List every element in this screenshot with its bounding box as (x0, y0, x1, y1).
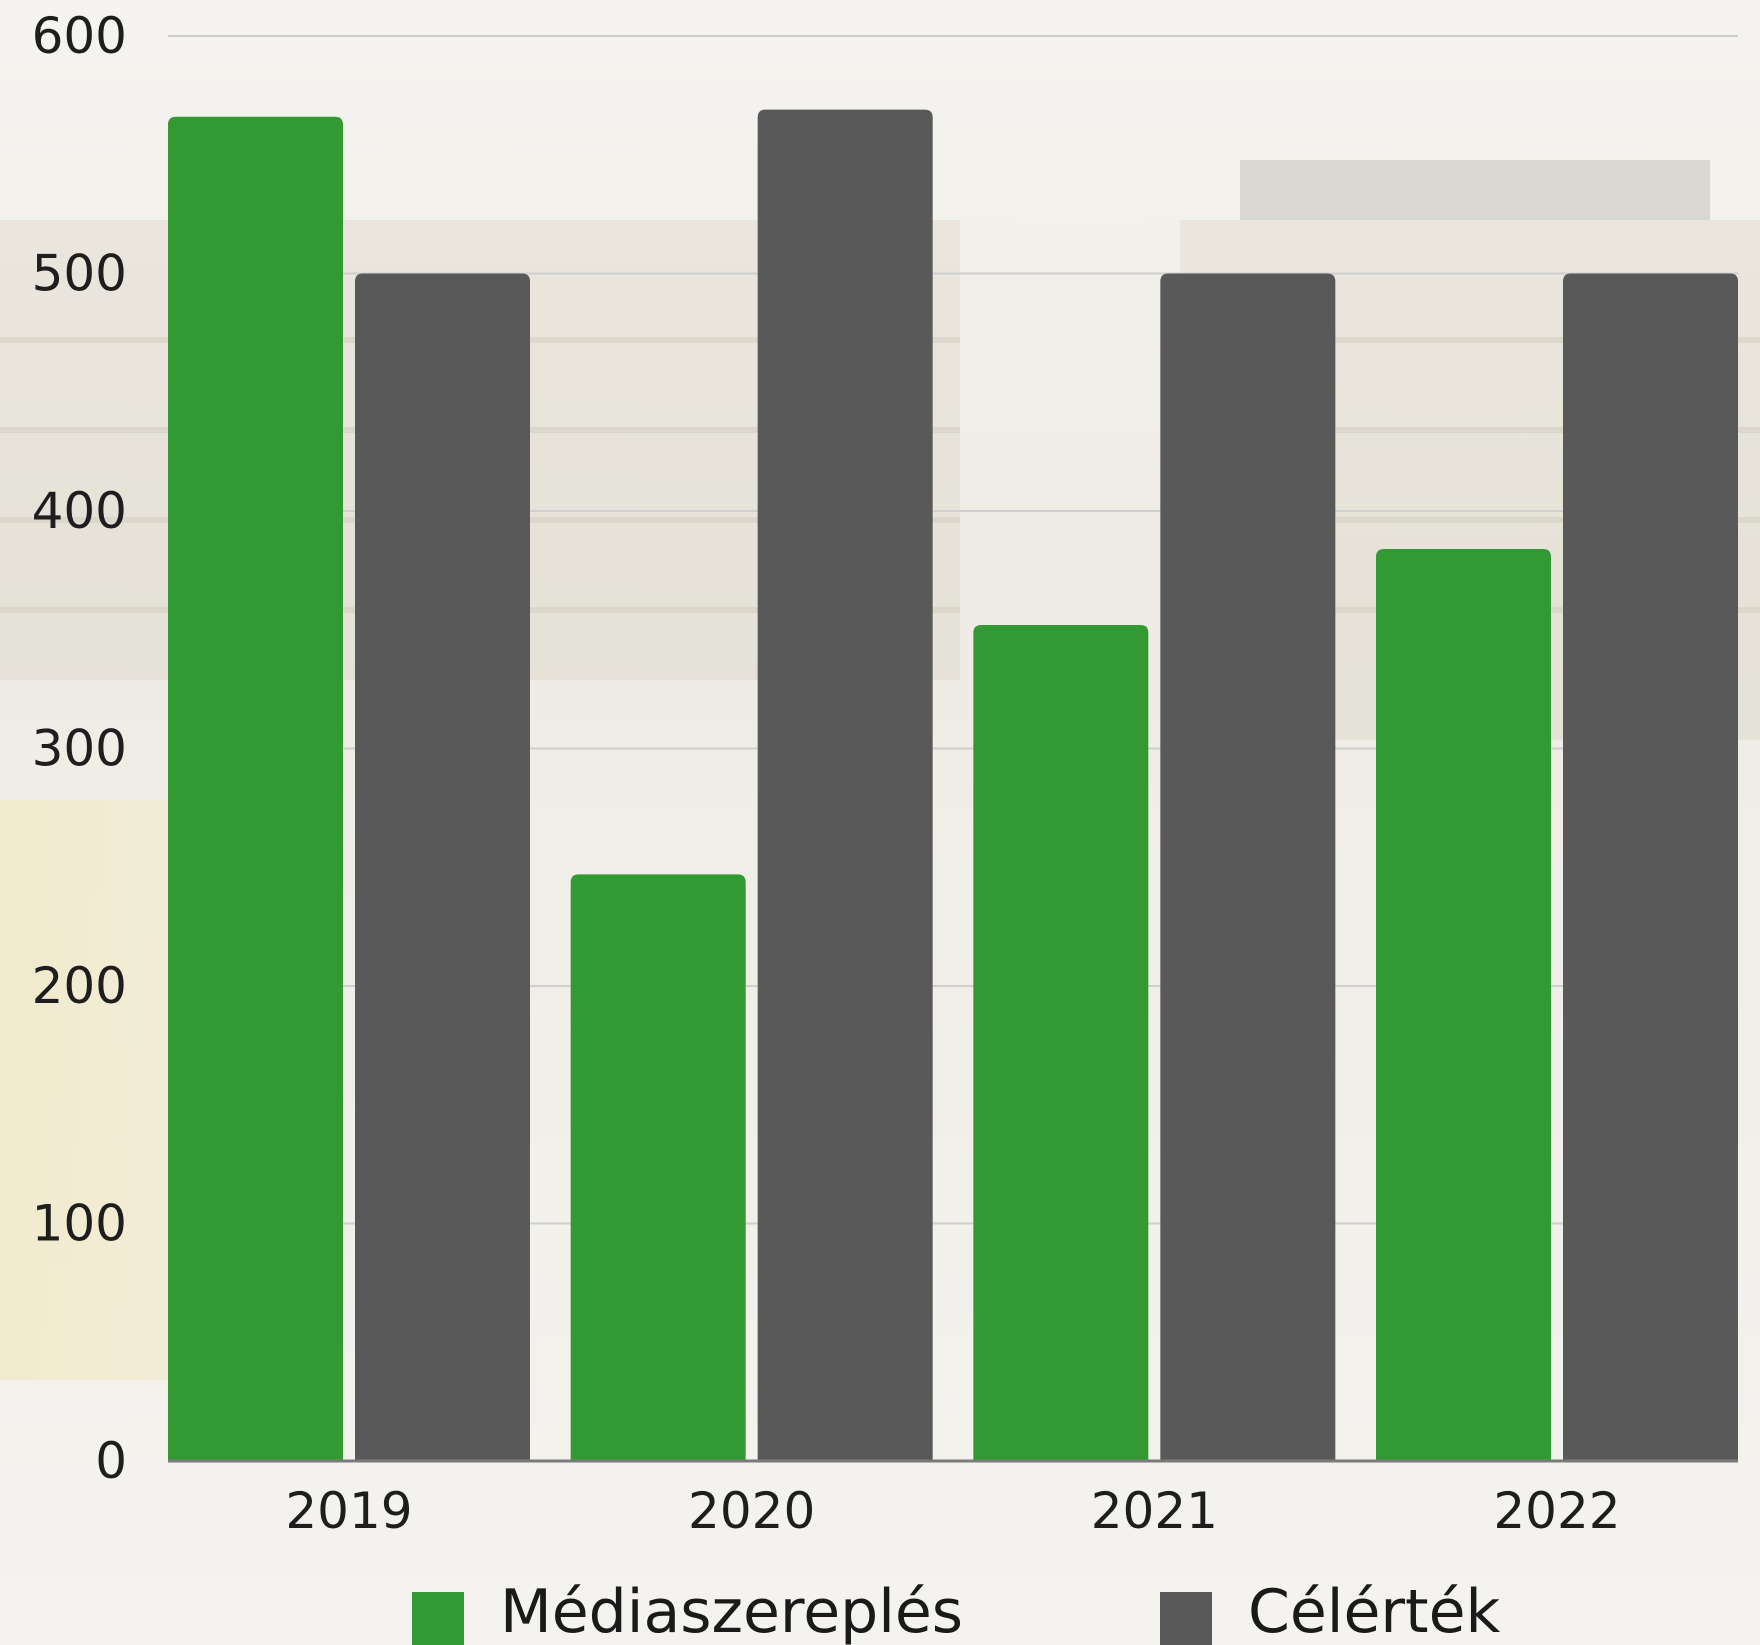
y-tick-label: 0 (95, 1432, 127, 1490)
legend-swatch (412, 1592, 464, 1645)
bar-2022-series-1 (1376, 549, 1551, 1461)
bar-2021-series-2 (1160, 273, 1336, 1461)
x-tick-label: 2020 (688, 1482, 815, 1540)
x-axis: 2019 2020 2021 2022 (285, 1482, 1620, 1540)
bar-2021-series-1 (973, 625, 1149, 1461)
y-tick-label: 200 (32, 957, 127, 1015)
legend-swatch (1160, 1592, 1212, 1645)
y-tick-label: 100 (32, 1195, 127, 1253)
bar-2020-series-2 (757, 109, 933, 1461)
x-tick-label: 2021 (1091, 1482, 1218, 1540)
y-axis: 0 100 200 300 400 500 600 (32, 7, 127, 1490)
x-tick-label: 2022 (1493, 1482, 1620, 1540)
y-tick-label: 600 (32, 7, 127, 65)
bar-2022-series-2 (1563, 273, 1738, 1461)
legend-label: Célérték (1248, 1577, 1501, 1645)
bar-2019-series-2 (355, 273, 530, 1461)
bar-2019-series-1 (168, 116, 343, 1461)
y-tick-label: 300 (32, 720, 127, 778)
legend: Médiaszereplés Célérték (412, 1577, 1501, 1645)
x-tick-label: 2019 (285, 1482, 412, 1540)
bars (168, 109, 1738, 1461)
bar-2020-series-1 (570, 874, 746, 1461)
y-tick-label: 400 (32, 482, 127, 540)
legend-label: Médiaszereplés (500, 1577, 963, 1645)
y-tick-label: 500 (32, 245, 127, 303)
